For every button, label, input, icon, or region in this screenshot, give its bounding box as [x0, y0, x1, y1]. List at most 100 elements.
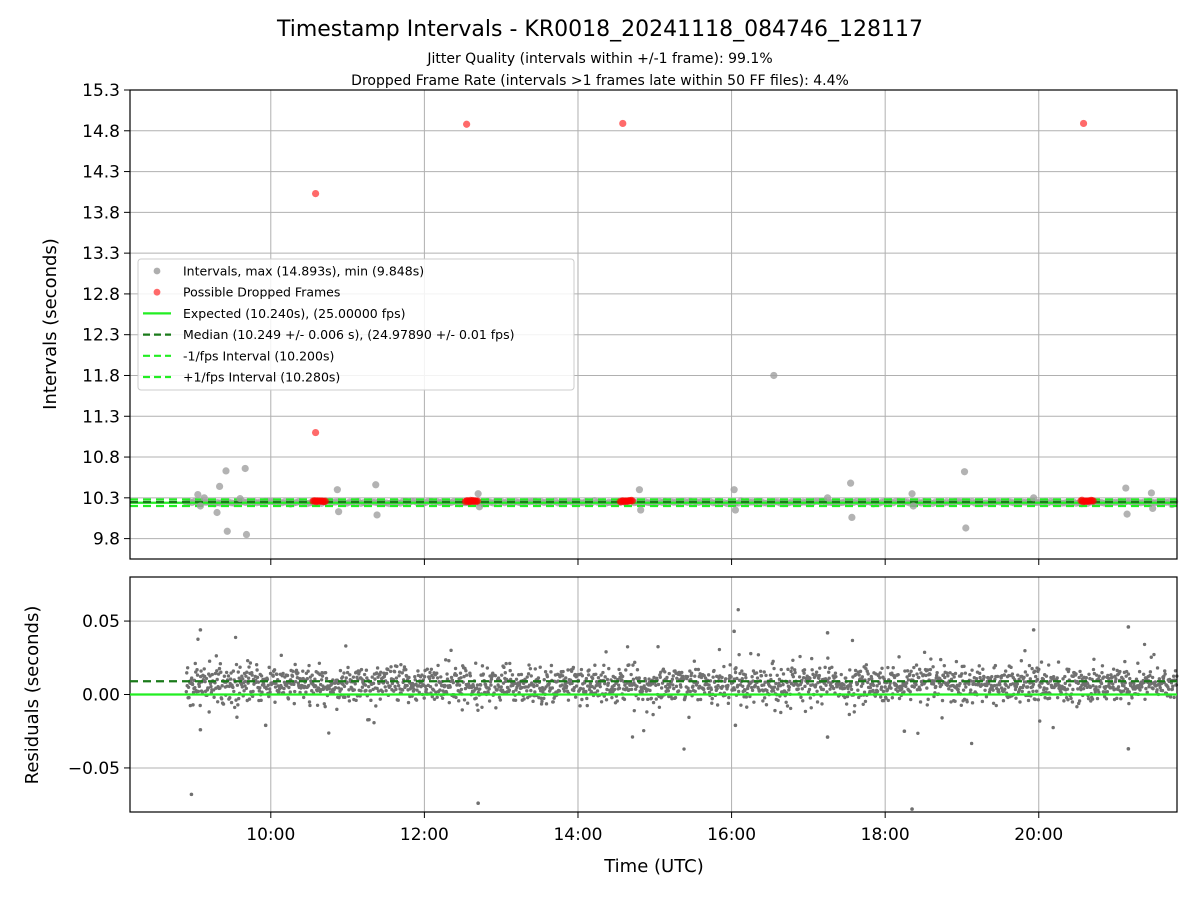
interval-point [200, 494, 208, 502]
residual-point [1124, 674, 1128, 678]
residual-point [229, 671, 233, 675]
residual-point [745, 705, 749, 709]
residual-point [342, 684, 347, 689]
residual-point [635, 684, 639, 689]
interval-point [848, 513, 856, 522]
residual-point [462, 674, 466, 679]
residual-point [844, 702, 849, 706]
residual-point [919, 671, 923, 675]
residual-point [517, 683, 522, 687]
residual-point [445, 677, 450, 681]
residual-point [538, 665, 542, 669]
residual-point [510, 673, 515, 677]
residual-point [1113, 679, 1118, 684]
residual-point [772, 666, 776, 671]
residual-point [775, 687, 780, 691]
residual-point [338, 668, 343, 673]
residual-point [543, 670, 548, 674]
residual-point [935, 670, 939, 675]
residual-point [997, 690, 1001, 694]
residual-point [214, 654, 219, 658]
chart-subtitle-jitter: Jitter Quality (intervals within +/-1 fr… [426, 51, 772, 67]
interval-point [241, 464, 249, 473]
residual-point [707, 690, 712, 695]
residual-point [865, 669, 869, 673]
residual-point [434, 690, 438, 694]
residual-point [363, 683, 368, 687]
residual-point [932, 679, 937, 683]
residual-point [1004, 683, 1008, 687]
residual-point [814, 673, 818, 677]
residual-point [221, 702, 226, 706]
residual-point [807, 687, 812, 692]
residual-point [324, 676, 329, 681]
residual-point [189, 676, 194, 680]
residual-point [625, 645, 630, 649]
residual-point [435, 671, 439, 675]
residual-point [471, 684, 476, 689]
residual-point [771, 689, 776, 693]
residual-point [301, 695, 306, 700]
residual-point [617, 667, 621, 672]
residual-point [990, 674, 994, 679]
residual-point [268, 690, 272, 694]
residual-point [451, 680, 456, 685]
residual-point [712, 668, 716, 673]
residual-point [749, 651, 753, 656]
residual-point [428, 670, 432, 675]
residual-point [689, 671, 694, 675]
dropped-frame-point [311, 189, 320, 198]
residual-point [773, 708, 777, 713]
residual-point [1167, 687, 1171, 691]
residual-point [673, 695, 678, 700]
residual-point [884, 696, 888, 700]
residual-point [640, 689, 645, 693]
residual-point [267, 665, 271, 670]
residual-point [964, 685, 968, 689]
residual-point [948, 671, 952, 675]
residual-point [288, 690, 292, 694]
residual-point [870, 677, 874, 681]
residual-point [584, 689, 588, 694]
residual-point [922, 650, 927, 655]
residual-point [389, 665, 393, 669]
residual-point [606, 681, 611, 685]
residual-point [319, 678, 324, 682]
residual-point [790, 666, 794, 670]
residual-point [699, 675, 704, 680]
residual-point [1107, 676, 1111, 681]
residual-point [791, 658, 795, 663]
residuals-y-tick-label: 0.00 [82, 686, 120, 706]
residual-point [423, 684, 428, 689]
residual-point [842, 686, 847, 691]
residual-point [666, 689, 671, 693]
residual-point [294, 668, 299, 673]
residual-point [897, 655, 901, 659]
residual-point [1123, 659, 1127, 664]
residual-point [946, 674, 950, 678]
residual-point [1148, 673, 1152, 678]
residual-point [658, 675, 662, 679]
residual-point [1046, 681, 1050, 686]
residual-point [1026, 698, 1031, 703]
residual-point [272, 668, 277, 672]
residual-point [732, 629, 736, 634]
residual-point [784, 700, 788, 704]
residual-point [542, 678, 546, 682]
residual-point [1062, 699, 1066, 703]
residual-point [286, 697, 291, 701]
residual-point [970, 668, 974, 672]
residual-point [526, 672, 531, 676]
residual-point [995, 683, 999, 687]
residual-point [557, 689, 562, 693]
residual-point [999, 686, 1004, 690]
residual-point [995, 674, 1000, 679]
residual-point [902, 690, 906, 694]
residual-point [371, 681, 376, 686]
residual-point [359, 667, 364, 672]
residual-point [362, 672, 367, 677]
residual-point [549, 670, 553, 674]
residual-point [825, 690, 829, 694]
residual-point [886, 665, 890, 670]
residual-point [826, 656, 830, 660]
